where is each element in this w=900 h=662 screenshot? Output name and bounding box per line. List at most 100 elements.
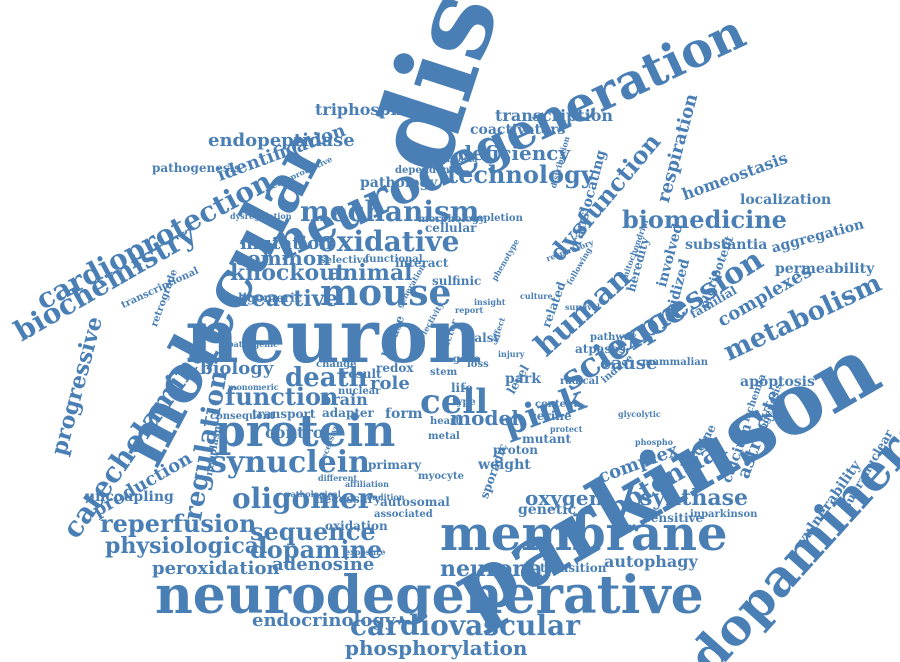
word-oxidative: oxidative — [318, 225, 460, 258]
word-coactivators: coactivators — [470, 122, 566, 138]
word-affiliation: affiliation — [345, 479, 389, 489]
word-metal: metal — [428, 431, 460, 442]
word-model: model — [450, 406, 519, 430]
word-adapter: adapter — [322, 406, 374, 420]
word-phosphorylation: phosphorylation — [345, 636, 528, 660]
word-injury: injury — [498, 349, 525, 359]
word-uncoupling: uncoupling — [85, 489, 174, 505]
word-monomeric: monomeric — [228, 382, 279, 392]
word-mutation: mutation — [240, 233, 333, 254]
word-pathogenesis: pathogenesis — [152, 161, 241, 175]
word-primary: primary — [368, 458, 422, 472]
word-transport: transport — [252, 407, 316, 421]
word-membrane: membrane — [440, 506, 728, 562]
word-mechanism: mechanism — [300, 195, 480, 228]
word-neuroblastoma: neuroblastoma — [410, 154, 478, 164]
word-common: common — [235, 246, 331, 270]
word-heart: heart — [430, 416, 460, 427]
word-progressive: progressive — [46, 313, 109, 459]
word-life: life — [451, 381, 473, 395]
word-phenotype: phenotype — [489, 237, 522, 283]
word-loss: loss — [467, 359, 489, 370]
word-triphosphate: triphosphate — [315, 100, 431, 119]
word-control: control — [265, 423, 330, 442]
word-cause: cause — [600, 353, 658, 374]
word-transition: transition — [540, 561, 607, 575]
word-biomedicine: biomedicine — [622, 205, 787, 234]
word-sulfinic: sulfinic — [432, 274, 482, 288]
word-myocyte: myocyte — [418, 471, 464, 482]
word-interact: interact — [395, 256, 449, 270]
word-deficiency: deficiency — [458, 141, 571, 165]
word-form: form — [385, 406, 423, 422]
word-weight: weight — [478, 457, 531, 473]
word-animal: animal — [328, 260, 413, 286]
word-technology: technology — [447, 160, 595, 189]
word-palsy: palsy — [466, 331, 501, 345]
word-report: report — [455, 305, 484, 315]
word-function: function — [225, 382, 339, 411]
word-pathology: pathology — [360, 175, 438, 191]
word-oligomer: oligomer — [232, 482, 373, 515]
word-selective: selective — [320, 255, 369, 266]
word-necessary: necessary — [315, 492, 381, 506]
word-oxidation: oxidation — [325, 519, 388, 533]
word-cellular: cellular — [425, 221, 477, 235]
word-apoptosis: apoptosis — [740, 374, 815, 390]
word-condition: condition — [362, 492, 405, 502]
word-nuclear: nuclear — [338, 386, 381, 397]
word-glycolytic: glycolytic — [618, 409, 661, 419]
word-dependent: dependent — [395, 165, 455, 176]
word-dopamine: dopamine — [250, 535, 383, 564]
word-functional: functional — [365, 254, 423, 265]
word-oligomeric: oligomeric — [230, 291, 303, 305]
word-cell: cell — [420, 382, 489, 422]
word-oxygen: oxygen — [525, 486, 604, 510]
word-park: park — [505, 371, 541, 387]
word-endopeptidase: endopeptidase — [208, 130, 355, 151]
word-pathway: pathway — [590, 332, 637, 343]
word-inparkinson: inparkinson — [690, 509, 758, 520]
word-knockout: knockout — [230, 260, 346, 286]
word-redox: redox — [376, 361, 414, 375]
word-permeability: permeability — [775, 261, 875, 277]
word-physiological: physiological — [105, 533, 268, 559]
word-result: result — [342, 367, 382, 381]
word-cardiovascular: cardiovascular — [350, 609, 580, 642]
word-gene: gene — [453, 354, 480, 365]
word-depletion: depletion — [470, 213, 523, 224]
word-reactive: reactive — [240, 286, 339, 312]
word-radical: radical — [560, 376, 599, 387]
word-role: role — [370, 373, 410, 394]
word-protect: protect — [550, 424, 583, 434]
word-type: type — [452, 397, 476, 408]
word-change: change — [316, 359, 357, 370]
word-different: different — [318, 473, 358, 483]
word-biology: biology — [200, 358, 274, 379]
word-phospho: phospho — [635, 437, 673, 447]
word-adenosine: adenosine — [272, 554, 375, 575]
word-associated: associated — [374, 509, 433, 520]
word-brain: brain — [320, 390, 368, 409]
word-culture: culture — [520, 291, 553, 301]
word-neuronal: neuronal — [440, 556, 551, 582]
word-synthase: synthase — [640, 485, 748, 511]
word-consequent: consequent — [210, 411, 275, 422]
word-mouse: mouse — [320, 272, 452, 314]
word-peroxidation: peroxidation — [152, 558, 280, 579]
word-localization: localization — [740, 192, 832, 208]
word-morphology: morphology — [418, 214, 485, 225]
word-endocrinology: endocrinology — [252, 610, 396, 631]
word-synuclein: synuclein — [210, 445, 370, 480]
word-neurodegenerative: neurodegenerative — [155, 565, 704, 626]
word-proton: proton — [493, 443, 538, 457]
word-death: death — [285, 363, 368, 393]
word-genetic: genetic — [518, 502, 577, 518]
word-reperfusion: reperfusion — [100, 509, 257, 538]
word-exposure: exposure — [345, 547, 386, 557]
word-autosomal: autosomal — [380, 495, 450, 509]
word-mutant: mutant — [522, 432, 572, 446]
word-pathological: pathological — [285, 489, 341, 499]
word-survival: survival — [565, 302, 601, 312]
